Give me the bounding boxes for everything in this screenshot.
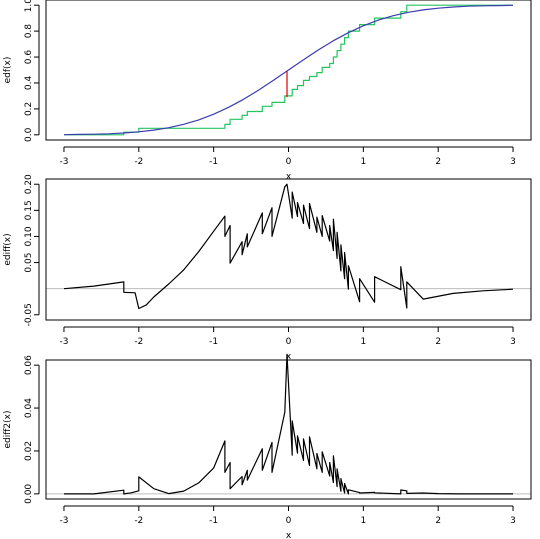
y-tick-label: 0.8: [24, 24, 34, 39]
x-tick-label: 0: [286, 157, 292, 167]
y-axis-label: edf(x): [3, 57, 13, 84]
y-tick-label: 0.15: [24, 200, 34, 220]
x-tick-label: -3: [59, 337, 68, 347]
x-axis-label: x: [286, 172, 292, 182]
y-tick-label: 0.10: [24, 226, 34, 246]
chart-panel-1: -3 -2 -1 0 1 2 3 x 0.0 0.2 0.4 0.6 0.8 1.0 edf(x): [3, 0, 532, 182]
x-tick-label: 0: [286, 337, 292, 347]
x-axis-label: x: [286, 531, 292, 539]
y-tick-label: -0.05: [24, 303, 34, 326]
y-tick-label: 0.05: [24, 253, 34, 273]
x-tick-label: 1: [360, 337, 366, 347]
x-tick-label: 2: [435, 516, 441, 526]
y-tick-label: 0.06: [24, 355, 34, 375]
x-tick-label: 3: [510, 157, 516, 167]
y-tick-label: 1.0: [24, 0, 34, 12]
x-tick-label: 3: [510, 516, 516, 526]
chart-panel-2: -3 -2 -1 0 1 2 3 x -0.05 0.05 0.10 0.15 0.20 ediff(x): [3, 174, 532, 362]
x-tick-label: -1: [209, 516, 218, 526]
x-tick-label: 1: [360, 157, 366, 167]
chart-panel-3: -3 -2 -1 0 1 2 3 x 0.00 0.02 0.04 0.06 ediff2(x): [3, 353, 532, 539]
x-tick-label: 3: [510, 337, 516, 347]
y-tick-label: 0.00: [24, 484, 34, 504]
x-tick-label: -3: [59, 157, 68, 167]
plot-frame: [45, 0, 532, 141]
x-tick-label: -1: [209, 337, 218, 347]
x-tick-label: -1: [209, 157, 218, 167]
y-axis-label: ediff2(x): [3, 410, 13, 448]
x-tick-label: 1: [360, 516, 366, 526]
plot-frame: [45, 359, 532, 500]
y-tick-label: 0.04: [24, 398, 34, 418]
x-axis-label: x: [286, 352, 292, 362]
y-tick-label: 0.6: [24, 50, 34, 65]
x-tick-label: 2: [435, 157, 441, 167]
plot-frame: [45, 178, 532, 321]
series-line-cdf: [63, 4, 514, 136]
series-line-curve: [63, 183, 514, 310]
series-line-ecdf: [64, 4, 513, 136]
y-tick-label: 0.2: [24, 102, 34, 116]
y-axis-label: ediff(x): [3, 233, 13, 265]
series-line-curve: [64, 353, 513, 495]
y-tick-label: 0.4: [24, 76, 34, 91]
x-tick-label: 0: [286, 516, 292, 526]
x-tick-label: -3: [59, 516, 68, 526]
x-tick-label: -2: [134, 516, 143, 526]
x-tick-label: -2: [134, 337, 143, 347]
x-tick-label: 2: [435, 337, 441, 347]
y-tick-label: 0.20: [24, 174, 34, 194]
y-tick-label: 0.0: [24, 127, 34, 142]
y-tick-label: 0.02: [24, 441, 34, 461]
x-tick-label: -2: [134, 157, 143, 167]
